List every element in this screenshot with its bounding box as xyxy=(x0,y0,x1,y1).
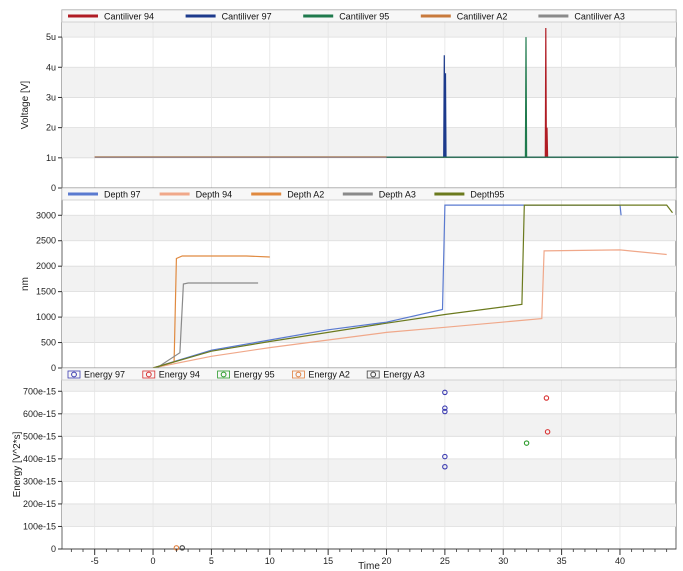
data-point xyxy=(523,440,530,446)
legend-label: Cantiliver 95 xyxy=(339,12,389,22)
legend-swatch xyxy=(291,370,305,379)
legend-bar xyxy=(61,9,677,23)
legend-marker xyxy=(370,371,377,378)
legend-label: Energy A3 xyxy=(383,370,425,380)
grid-band xyxy=(62,266,676,292)
legend-marker xyxy=(220,371,227,378)
data-point xyxy=(543,395,550,401)
legend-label: Cantiliver 97 xyxy=(222,12,272,22)
legend-label: Energy 95 xyxy=(234,370,275,380)
data-point xyxy=(179,545,185,551)
y-axis-title: Voltage [V] xyxy=(20,81,31,130)
y-tick-label: 600e-15 xyxy=(23,409,56,419)
y-tick-label: 1u xyxy=(46,153,56,163)
y-tick-label: 300e-15 xyxy=(23,476,56,486)
y-tick-label: 3000 xyxy=(36,210,56,220)
x-axis-title: Time xyxy=(358,561,380,571)
legend-swatch xyxy=(217,370,231,379)
legend-swatch xyxy=(67,370,81,379)
x-tick-label: 5 xyxy=(209,556,214,566)
y-tick-label: 1000 xyxy=(36,312,56,322)
legend-label: Energy 94 xyxy=(159,370,200,380)
grid-band xyxy=(62,22,676,38)
x-tick-label: -5 xyxy=(91,556,99,566)
y-tick-label: 3u xyxy=(46,92,56,102)
x-tick-label: 35 xyxy=(557,556,567,566)
y-axis-title: nm xyxy=(20,277,31,291)
y-tick-label: 0 xyxy=(51,183,56,193)
series-line xyxy=(156,282,259,369)
data-point xyxy=(442,405,448,411)
y-tick-label: 500e-15 xyxy=(23,431,56,441)
legend-marker xyxy=(71,371,77,378)
grid-band xyxy=(62,503,676,527)
y-tick-label: 2000 xyxy=(36,261,56,271)
legend-marker xyxy=(295,371,302,378)
legend-label: Energy A2 xyxy=(308,370,350,380)
y-tick-label: 400e-15 xyxy=(23,454,56,464)
x-tick-label: 10 xyxy=(265,556,275,566)
y-tick-label: 700e-15 xyxy=(23,386,56,396)
series-line xyxy=(152,204,673,369)
panel-3: 0 100e-15 200e-15 300e-15 400e-15 500e-15 600e… xyxy=(12,367,677,554)
series-line xyxy=(386,37,679,158)
legend-label: Cantiliver A3 xyxy=(574,12,625,22)
legend-swatch xyxy=(142,370,156,379)
y-tick-label: 200e-15 xyxy=(23,499,56,509)
legend-label: Cantiliver 94 xyxy=(104,12,154,22)
x-tick-label: 20 xyxy=(382,556,392,566)
data-point xyxy=(442,408,448,415)
grid-band xyxy=(62,67,676,98)
y-tick-label: 0 xyxy=(51,544,56,554)
data-point xyxy=(442,453,448,460)
grid-band xyxy=(62,458,676,482)
x-tick-label: 0 xyxy=(151,556,156,566)
y-tick-label: 100e-15 xyxy=(23,521,56,531)
legend-label: Depth95 xyxy=(470,190,504,200)
x-tick-label: 15 xyxy=(323,556,333,566)
legend-swatch xyxy=(366,370,380,379)
y-tick-label: 4u xyxy=(46,62,56,72)
x-tick-label: 30 xyxy=(498,556,508,566)
x-tick-label: 40 xyxy=(615,556,625,566)
data-point xyxy=(544,429,551,435)
legend-bar xyxy=(61,367,677,381)
legend-label: Energy 97 xyxy=(84,370,125,380)
grid-band xyxy=(62,215,676,241)
y-tick-label: 500 xyxy=(41,338,56,348)
grid-band xyxy=(62,380,676,392)
y-tick-label: 0 xyxy=(51,363,56,373)
panel-2: 0 500 1000 1500 2000 2500 3000 Depth 97 Depth 94… xyxy=(20,187,677,373)
legend-label: Depth A2 xyxy=(287,190,324,200)
y-tick-label: 2500 xyxy=(36,236,56,246)
grid-band xyxy=(62,413,676,437)
panel-1: 0 1u 2u 3u 4u 5u Cantiliver 94 Cantiliver 97 Can… xyxy=(20,9,679,193)
data-point xyxy=(442,464,448,470)
grid-band xyxy=(62,127,676,158)
y-tick-label: 2u xyxy=(46,123,56,133)
y-tick-label: 1500 xyxy=(36,287,56,297)
data-point xyxy=(442,389,448,396)
legend-marker xyxy=(145,371,152,378)
x-tick-label: 25 xyxy=(440,556,450,566)
legend-label: Depth 94 xyxy=(196,190,233,200)
series-line xyxy=(152,249,667,369)
legend-label: Cantiliver A2 xyxy=(457,12,508,22)
grid-band xyxy=(62,317,676,343)
y-tick-label: 5u xyxy=(46,32,56,42)
legend-label: Depth 97 xyxy=(104,190,141,200)
legend-label: Depth A3 xyxy=(379,190,416,200)
y-axis-title: Energy [V^2*s] xyxy=(12,431,23,497)
